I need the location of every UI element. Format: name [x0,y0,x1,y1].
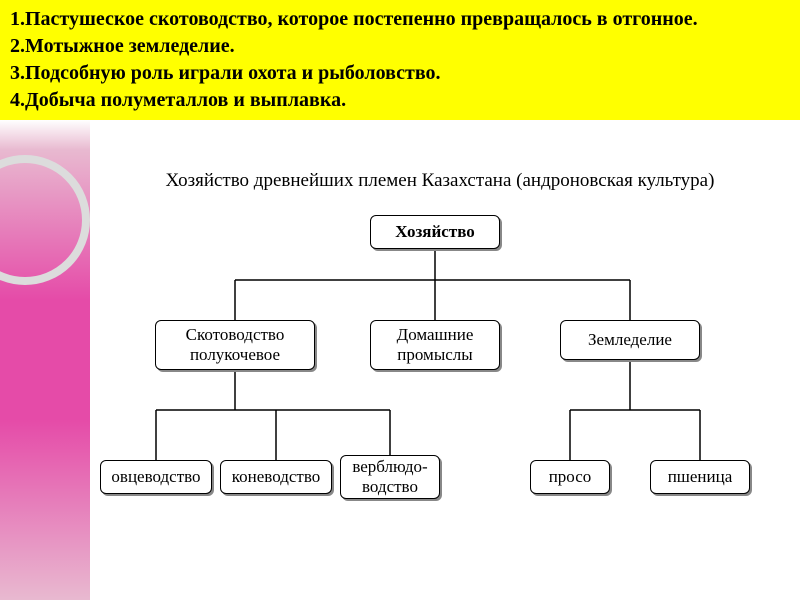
node-label: пшеница [668,467,733,487]
node-label: Скотоводство полукочевое [186,325,285,364]
node-label: коневодство [232,467,321,487]
header-line: 4.Добыча полуметаллов и выплавка. [10,87,790,114]
header-line: 1.Пастушеское скотоводство, которое пост… [10,6,790,33]
node-farming: Земледелие [560,320,700,360]
header-list: 1.Пастушеское скотоводство, которое пост… [0,0,800,120]
node-crafts: Домашние промыслы [370,320,500,370]
node-label: Земледелие [588,330,672,350]
node-horse: коневодство [220,460,332,494]
node-label: верблюдо- водство [352,457,427,496]
node-camel: верблюдо- водство [340,455,440,499]
node-wheat: пшеница [650,460,750,494]
header-line: 2.Мотыжное земледелие. [10,33,790,60]
header-line: 3.Подсобную роль играли охота и рыболовс… [10,60,790,87]
diagram: Хозяйство древнейших племен Казахстана (… [90,170,790,590]
node-root: Хозяйство [370,215,500,249]
node-label: овцеводство [111,467,200,487]
node-label: просо [549,467,592,487]
node-sheep: овцеводство [100,460,212,494]
node-cattle: Скотоводство полукочевое [155,320,315,370]
node-label: Хозяйство [395,222,475,242]
node-millet: просо [530,460,610,494]
node-label: Домашние промыслы [397,325,474,364]
